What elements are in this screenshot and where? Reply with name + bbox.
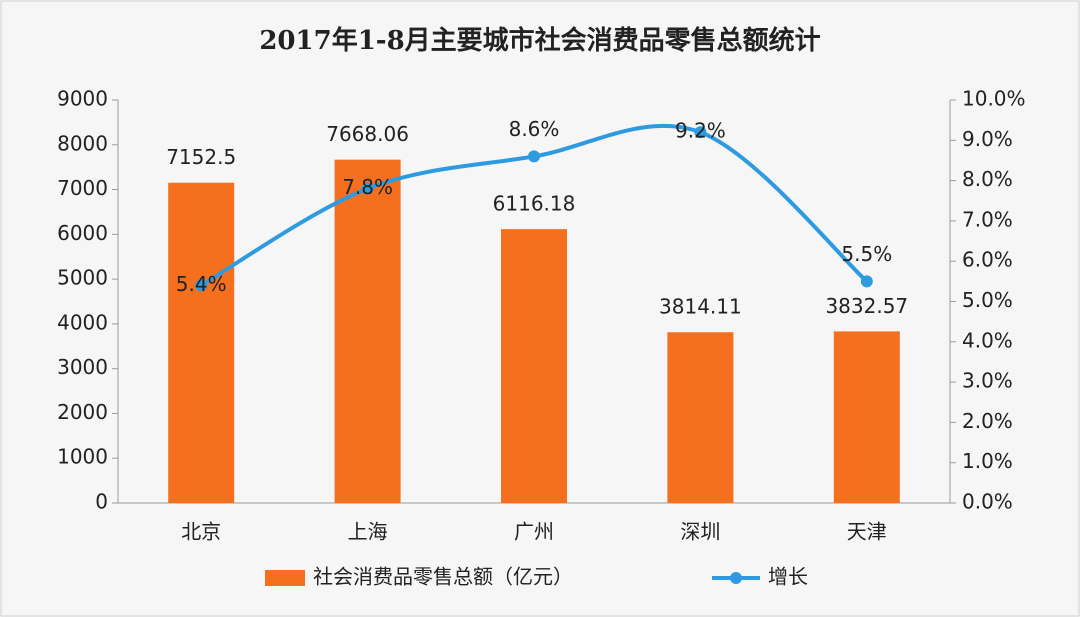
bar [501,229,567,504]
y-tick-label: 7000 [57,176,108,200]
x-tick-label: 上海 [348,520,388,544]
y-tick-label: 9000 [57,87,108,111]
bar [833,331,900,503]
line-value-label: 5.4% [176,272,227,296]
y2-tick-label: 0.0% [962,490,1013,514]
chart-title: 2017年1-8月主要城市社会消费品零售总额统计 [259,25,820,56]
y-tick-label: 4000 [57,310,108,334]
line-value-label: 9.2% [675,119,726,143]
line-value-label: 5.5% [841,242,892,266]
legend-swatch [265,570,305,586]
legend-label: 增长 [768,565,808,589]
y-tick-label: 6000 [57,221,108,245]
line-value-label: 8.6% [509,117,560,141]
line-value-label: 7.8% [342,175,393,199]
x-tick-label: 天津 [847,520,887,544]
y2-tick-label: 10.0% [962,87,1026,111]
y2-tick-label: 2.0% [962,409,1013,433]
y-tick-label: 3000 [57,355,108,379]
y2-tick-label: 9.0% [962,127,1013,151]
x-tick-label: 深圳 [680,520,720,544]
x-tick-label: 北京 [181,520,221,544]
bar [334,159,401,504]
bar [667,332,734,503]
line-marker [860,275,873,288]
bar-value-label: 7152.5 [166,145,236,169]
y2-tick-label: 3.0% [962,369,1013,393]
line-marker [195,279,208,292]
y2-tick-label: 7.0% [962,207,1013,231]
y2-tick-label: 6.0% [962,248,1013,272]
line-marker [361,182,374,195]
bar [168,182,235,504]
y-tick-label: 1000 [57,445,108,469]
y-tick-label: 0 [95,490,108,514]
legend-marker [730,572,742,584]
y2-tick-label: 8.0% [962,167,1013,191]
legend-label: 社会消费品零售总额（亿元） [313,565,573,589]
y2-tick-label: 1.0% [962,449,1013,473]
bar-value-label: 7668.06 [326,122,409,146]
y2-tick-label: 4.0% [962,328,1013,352]
line-marker [694,126,707,139]
line-marker [528,150,540,163]
y-tick-label: 2000 [57,400,108,424]
y-tick-label: 5000 [57,266,108,290]
y2-tick-label: 5.0% [962,288,1013,312]
x-tick-label: 广州 [514,520,554,544]
y-tick-label: 8000 [57,131,108,155]
bar-value-label: 3832.57 [825,294,908,318]
bar-value-label: 3814.11 [659,295,742,319]
bar-value-label: 6116.18 [493,192,576,216]
